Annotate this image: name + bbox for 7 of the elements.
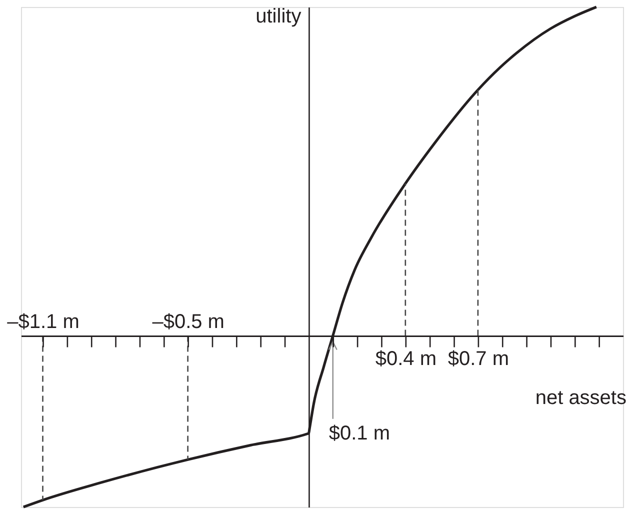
x-axis-title: net assets — [535, 387, 626, 410]
x-tick-label: $0.4 m — [375, 348, 436, 370]
x2-tick-label: –$0.5 m — [152, 311, 224, 334]
y-axis-title: utility — [256, 6, 302, 28]
x-tick-label: $0.7 m — [448, 348, 510, 370]
annotation: $0.1 m — [328, 422, 390, 445]
x2-tick-label: –$1.1 m — [7, 311, 80, 334]
